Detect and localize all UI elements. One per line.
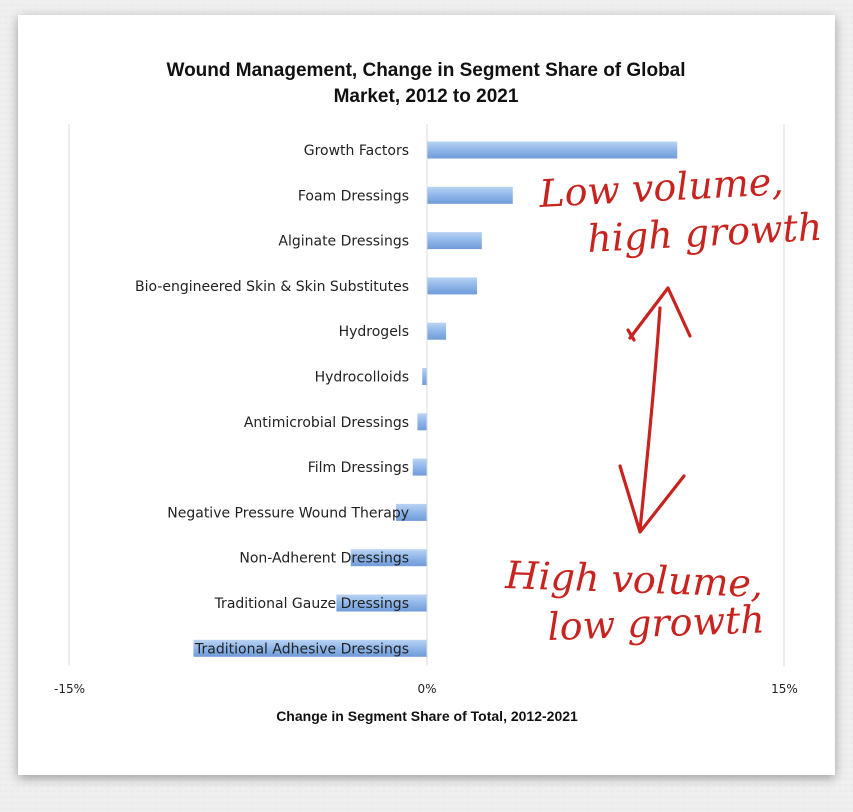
bar-6 [417, 413, 427, 431]
annotation-bottom-line-1: High volume, [504, 553, 764, 606]
bar-9 [350, 549, 427, 567]
x-tick-labels: -15% 0% 15% [54, 682, 798, 696]
category-label-2: Alginate Dressings [278, 234, 409, 250]
x-tick-label-1: 0% [417, 682, 436, 696]
category-label-7: Film Dressings [308, 460, 409, 476]
bars-group [193, 141, 678, 657]
category-label-10: Traditional Gauze Dressings [214, 596, 409, 612]
category-label-3: Bio-engineered Skin & Skin Substitutes [135, 279, 409, 295]
category-label-0: Growth Factors [304, 143, 409, 159]
bar-0 [427, 141, 678, 159]
bar-1 [427, 186, 513, 204]
bar-7 [412, 458, 427, 476]
annotation-top-line-1: Low volume, [537, 159, 784, 216]
double-arrow-annotation [618, 286, 692, 534]
annotation-bottom-line-2: low growth [547, 597, 766, 649]
category-label-6: Antimicrobial Dressings [244, 415, 409, 431]
annotation-top-line-2: high growth [586, 205, 823, 261]
chart-title-line-2: Market, 2012 to 2021 [334, 86, 519, 107]
bar-2 [427, 232, 482, 250]
bar-10 [336, 594, 427, 612]
category-label-8: Negative Pressure Wound Therapy [167, 505, 409, 521]
bar-3 [427, 277, 478, 295]
x-tick-label-0: -15% [54, 682, 85, 696]
category-labels: Growth Factors Foam Dressings Alginate Dre… [135, 143, 409, 657]
category-label-11: Traditional Adhesive Dressings [194, 641, 409, 657]
x-axis-label: Change in Segment Share of Total, 2012-2… [276, 708, 578, 724]
category-label-4: Hydrogels [339, 324, 409, 340]
bar-8 [396, 503, 427, 521]
category-label-5: Hydrocolloids [315, 370, 409, 386]
bar-4 [427, 322, 447, 340]
bar-11 [193, 639, 427, 657]
bar-5 [422, 368, 427, 385]
category-label-1: Foam Dressings [298, 188, 409, 204]
x-tick-label-2: 15% [771, 682, 798, 696]
chart-title-line-1: Wound Management, Change in Segment Shar… [166, 60, 685, 81]
category-label-9: Non-Adherent Dressings [239, 551, 409, 567]
